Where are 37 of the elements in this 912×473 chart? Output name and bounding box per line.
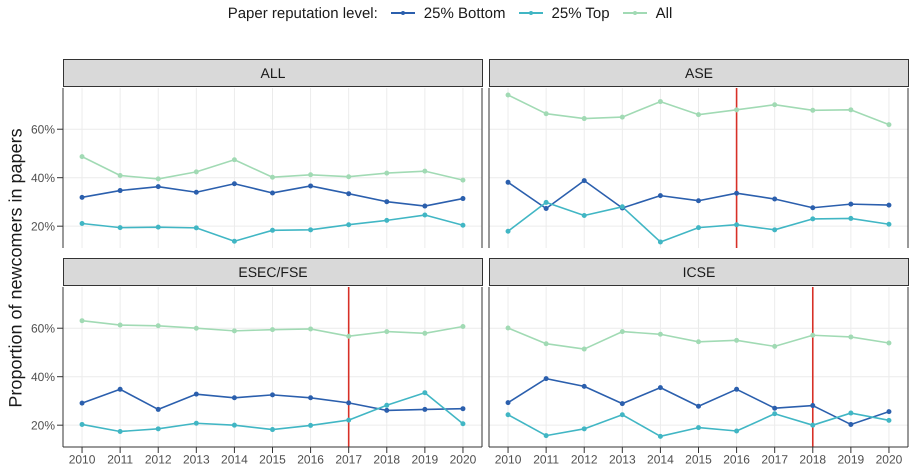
- x-tick-label: 2013: [608, 452, 636, 467]
- legend-label: 25% Top: [550, 4, 610, 22]
- x-tick-label: 2010: [68, 452, 96, 467]
- x-tick-label: 2018: [799, 452, 826, 467]
- chart-title: ALL: [63, 59, 483, 87]
- y-tick-label: 20%: [30, 418, 56, 432]
- x-tick-label: 2020: [450, 452, 477, 467]
- y-tick-label: 40%: [30, 170, 56, 185]
- x-tick-label: 2015: [259, 452, 286, 467]
- x-tick-label: 2016: [723, 452, 750, 467]
- x-tick-label: 2020: [876, 452, 903, 467]
- legend-label: 25% Bottom: [422, 4, 506, 22]
- y-tick-label: 20%: [30, 219, 56, 234]
- x-tick-label: 2019: [838, 452, 865, 467]
- x-tick-label: 2013: [182, 452, 210, 467]
- y-axis-title: Proportion of newcomers in papers: [6, 128, 26, 408]
- chart-title: ICSE: [489, 258, 909, 286]
- x-tick-label: 2017: [335, 452, 362, 467]
- x-tick-label: 2015: [685, 452, 712, 467]
- x-tick-label: 2011: [533, 452, 560, 467]
- x-tick-label: 2014: [647, 452, 674, 467]
- y-tick-label: 40%: [30, 370, 56, 384]
- x-tick-label: 2012: [144, 452, 172, 467]
- y-tick-label: 60%: [30, 122, 56, 136]
- chart-title: ASE: [489, 59, 909, 87]
- legend-label: All: [654, 4, 672, 22]
- x-tick-label: 2016: [297, 452, 324, 467]
- x-tick-label: 2018: [373, 452, 400, 467]
- x-tick-label: 2011: [107, 452, 134, 467]
- legend-title: Paper reputation level:: [228, 4, 378, 22]
- chart-title: ESEC/FSE: [63, 258, 483, 286]
- y-tick-label: 60%: [30, 321, 56, 336]
- x-tick-label: 2014: [221, 452, 248, 467]
- x-tick-label: 2012: [570, 452, 598, 467]
- x-tick-label: 2017: [761, 452, 788, 467]
- x-tick-label: 2010: [494, 452, 522, 467]
- x-tick-label: 2019: [412, 452, 439, 467]
